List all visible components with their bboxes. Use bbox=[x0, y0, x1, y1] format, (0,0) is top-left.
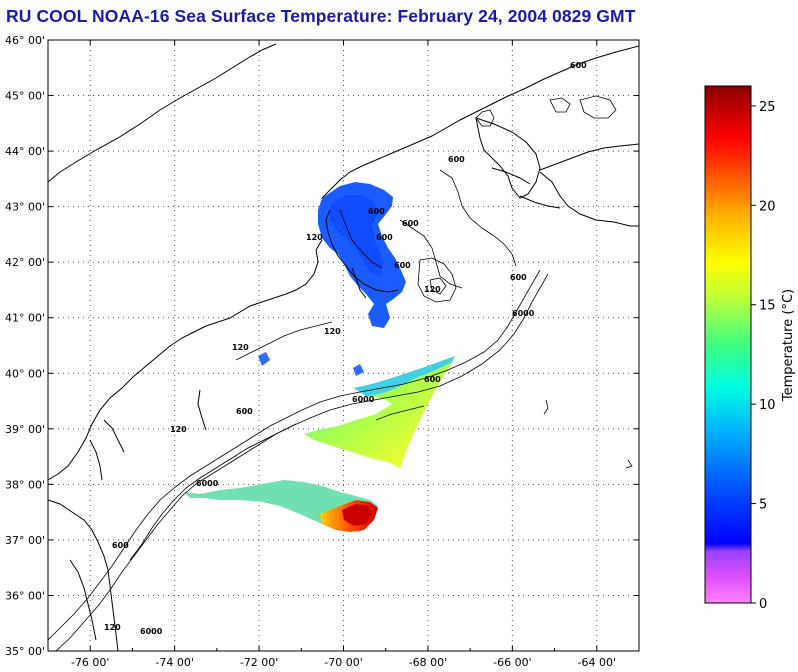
lat-tick-label: 45° 00' bbox=[5, 90, 45, 103]
lat-tick-label: 46° 00' bbox=[5, 34, 45, 47]
contour-label: 600 bbox=[394, 261, 411, 270]
lat-tick-label: 38° 00' bbox=[5, 478, 45, 491]
contour-label: 600 bbox=[448, 155, 465, 164]
sst-patch-small-2 bbox=[353, 364, 364, 376]
sst-patch-gulf-of-maine-inner bbox=[330, 195, 384, 276]
colorbar-ramp bbox=[704, 85, 752, 604]
contour-label: 6000 bbox=[196, 479, 219, 488]
map-title: RU COOL NOAA-16 Sea Surface Temperature:… bbox=[6, 6, 636, 26]
colorbar-tick-label: 20 bbox=[759, 199, 776, 214]
colorbar-tick-label: 5 bbox=[759, 498, 767, 513]
sst-patch-hot-spot bbox=[342, 504, 372, 526]
lon-tick-label: -66 00' bbox=[493, 656, 531, 669]
lat-tick-label: 41° 00' bbox=[5, 312, 45, 325]
lon-tick-label: -64 00' bbox=[578, 656, 616, 669]
lon-tick-label: -74 00' bbox=[155, 656, 193, 669]
longitude-labels: -76 00' -74 00' -72 00' -70 00' -68 00' -66 0… bbox=[71, 40, 616, 669]
lon-tick-label: -72 00' bbox=[240, 656, 278, 669]
contour-label: 600 bbox=[424, 375, 441, 384]
colorbar-tick-label: 10 bbox=[759, 398, 776, 413]
sst-patch-shelf bbox=[304, 356, 455, 468]
colorbar-tick-label: 25 bbox=[759, 100, 776, 115]
colorbar: 0 5 10 15 20 25 Temperature (°C) bbox=[704, 85, 796, 612]
colorbar-tick-label: 15 bbox=[759, 299, 776, 314]
contour-label: 120 bbox=[424, 285, 441, 294]
latitude-labels: 35° 00' 36° 00' 37° 00' 38° 00' 39° 00' 40° 0… bbox=[5, 34, 639, 658]
coastline bbox=[48, 43, 639, 651]
contour-label: 600 bbox=[112, 541, 129, 550]
contour-label: 120 bbox=[306, 233, 323, 242]
sst-patch-small-1 bbox=[258, 352, 270, 366]
lat-tick-label: 35° 00' bbox=[5, 645, 45, 658]
contour-label: 6000 bbox=[352, 395, 375, 404]
bathymetry-contours bbox=[48, 95, 633, 651]
lon-tick-label: -68 00' bbox=[409, 656, 447, 669]
colorbar-label: Temperature (°C) bbox=[781, 289, 796, 402]
contour-label: 6000 bbox=[512, 309, 535, 318]
sst-patch-shelf-cool bbox=[354, 356, 455, 396]
colorbar-ticks: 0 5 10 15 20 25 bbox=[751, 100, 776, 612]
contour-label: 600 bbox=[510, 273, 527, 282]
lon-tick-label: -70 00' bbox=[324, 656, 362, 669]
contour-label: 600 bbox=[570, 61, 587, 70]
lat-tick-label: 36° 00' bbox=[5, 589, 45, 602]
contour-label: 600 bbox=[376, 233, 393, 242]
lat-tick-label: 37° 00' bbox=[5, 534, 45, 547]
contour-label: 600 bbox=[368, 207, 385, 216]
contour-label: 600 bbox=[236, 407, 253, 416]
lon-tick-label: -76 00' bbox=[71, 656, 109, 669]
contour-label: 120 bbox=[104, 623, 121, 632]
contour-labels: 600 600 600 120 600 6000 120 120 600 600… bbox=[104, 61, 587, 636]
contour-label: 120 bbox=[232, 343, 249, 352]
lat-tick-label: 40° 00' bbox=[5, 367, 45, 380]
contour-label: 6000 bbox=[140, 627, 163, 636]
contour-label: 120 bbox=[170, 425, 187, 434]
lat-tick-label: 42° 00' bbox=[5, 256, 45, 269]
contour-label: 600 bbox=[402, 219, 419, 228]
contour-label: 120 bbox=[324, 327, 341, 336]
lat-tick-label: 43° 00' bbox=[5, 201, 45, 214]
lat-tick-label: 44° 00' bbox=[5, 145, 45, 158]
colorbar-tick-label: 0 bbox=[759, 597, 767, 612]
lat-tick-label: 39° 00' bbox=[5, 423, 45, 436]
